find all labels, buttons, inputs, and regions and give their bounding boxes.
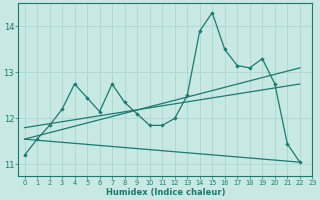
X-axis label: Humidex (Indice chaleur): Humidex (Indice chaleur) xyxy=(106,188,225,197)
